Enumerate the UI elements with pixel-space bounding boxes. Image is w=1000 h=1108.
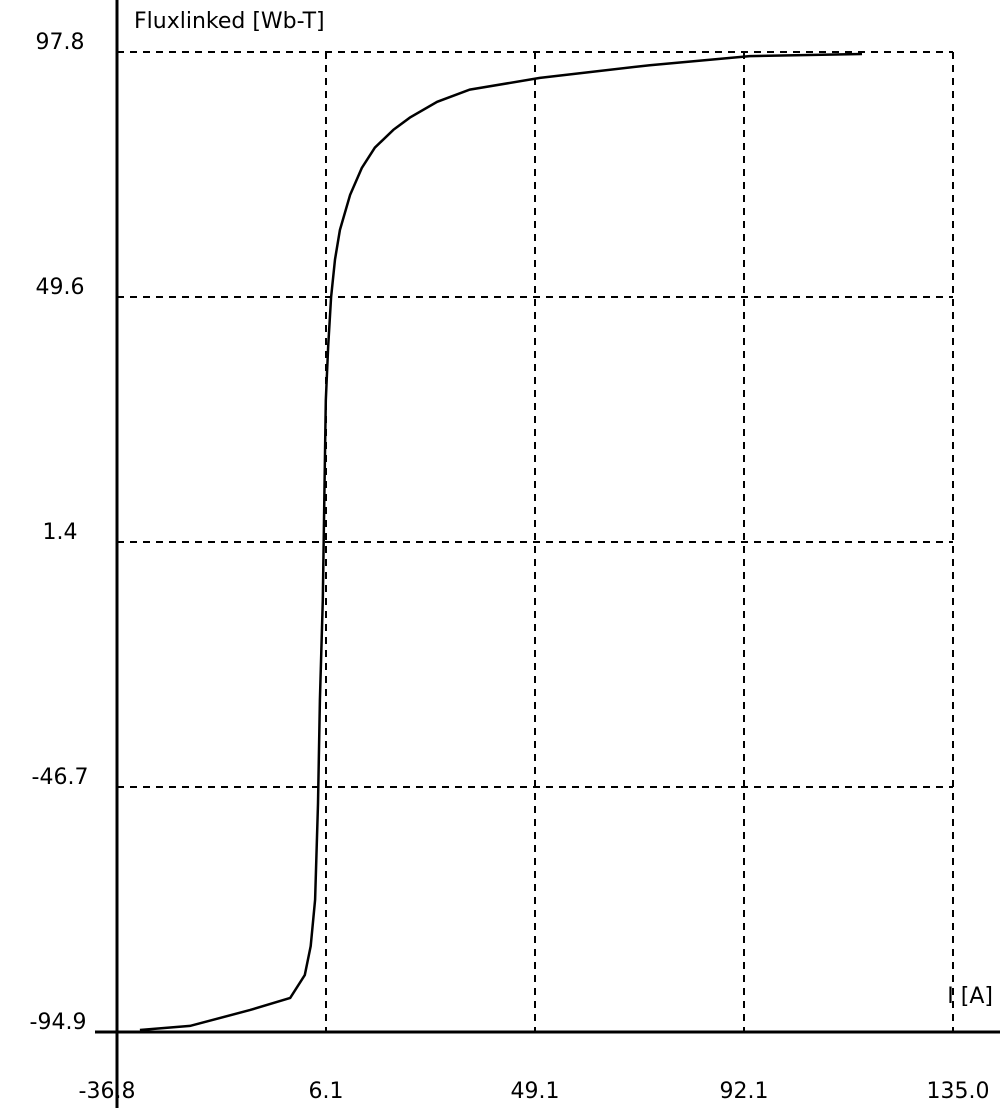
y-tick-label: 49.6 [36,275,85,300]
y-tick-label: -94.9 [30,1010,87,1035]
x-tick-label: -36.8 [79,1079,136,1104]
grid [117,51,954,1032]
x-axis-label: I [A] [947,984,993,1009]
y-axis-label: Fluxlinked [Wb-T] [134,9,325,34]
x-tick-label: 49.1 [511,1079,560,1104]
x-tick-label: 135.0 [927,1079,990,1104]
x-tick-labels: -36.8 6.1 49.1 92.1 135.0 [79,1079,990,1104]
y-tick-label: 97.8 [36,30,85,55]
y-tick-labels: 97.8 49.6 1.4 -46.7 -94.9 [30,30,89,1035]
series-line [139,52,863,1032]
y-tick-label: -46.7 [32,765,89,790]
x-tick-label: 6.1 [309,1079,344,1104]
x-tick-label: 92.1 [720,1079,769,1104]
y-tick-label: 1.4 [43,520,78,545]
